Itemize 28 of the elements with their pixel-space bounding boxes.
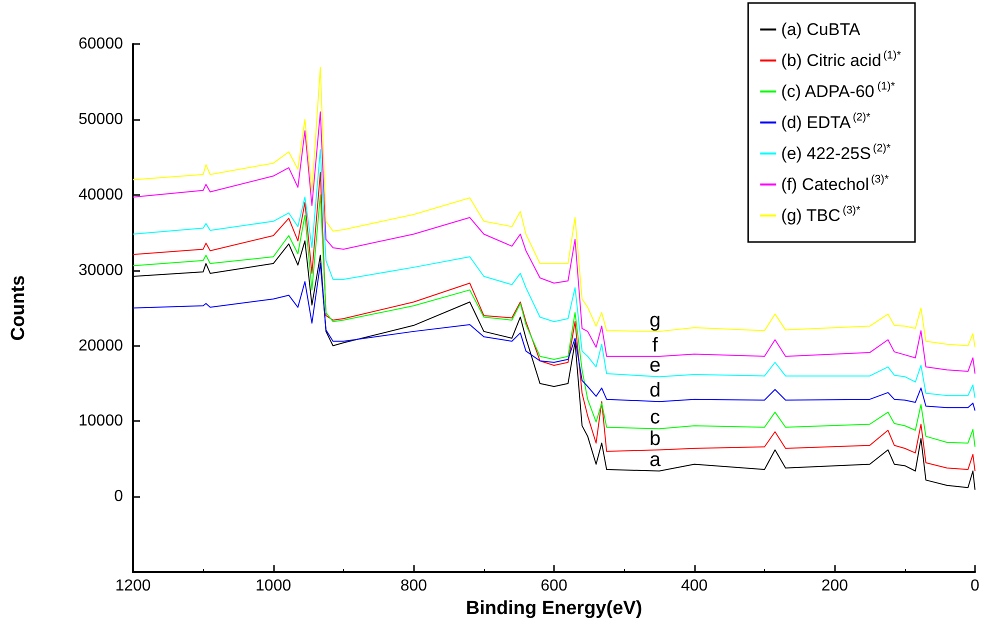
line-series — [132, 263, 976, 412]
annotation: f — [652, 334, 658, 356]
line-series — [132, 172, 976, 472]
line-series — [132, 194, 976, 448]
x-tick-label: 1000 — [256, 578, 292, 595]
x-tick-label: 400 — [680, 578, 708, 595]
annotation: a — [649, 448, 662, 471]
line-series — [132, 111, 976, 374]
x-tick-label: 800 — [400, 578, 428, 595]
y-tick-label: 50000 — [78, 110, 124, 128]
y-axis-title: Counts — [8, 275, 29, 341]
legend-label: (a) CuBTA — [781, 20, 861, 39]
annotation: d — [649, 379, 661, 402]
y-tick-label: 30000 — [78, 262, 124, 279]
x-tick-label: 1200 — [115, 578, 151, 595]
x-tick-label: 0 — [970, 578, 980, 595]
y-tick-label: 10000 — [78, 412, 124, 430]
y-tick-label: 20000 — [78, 337, 124, 354]
y-tick-label: 60000 — [78, 36, 124, 52]
x-axis-title: Binding Energy(eV) — [466, 598, 642, 619]
annotation: b — [649, 428, 661, 450]
y-tick-label: 0 — [114, 488, 124, 506]
annotation: c — [650, 406, 660, 429]
annotation: e — [649, 354, 661, 376]
x-tick-label: 600 — [540, 578, 568, 595]
y-tick-label: 40000 — [78, 186, 124, 204]
annotation: g — [649, 309, 661, 332]
x-tick-label: 200 — [821, 578, 848, 595]
